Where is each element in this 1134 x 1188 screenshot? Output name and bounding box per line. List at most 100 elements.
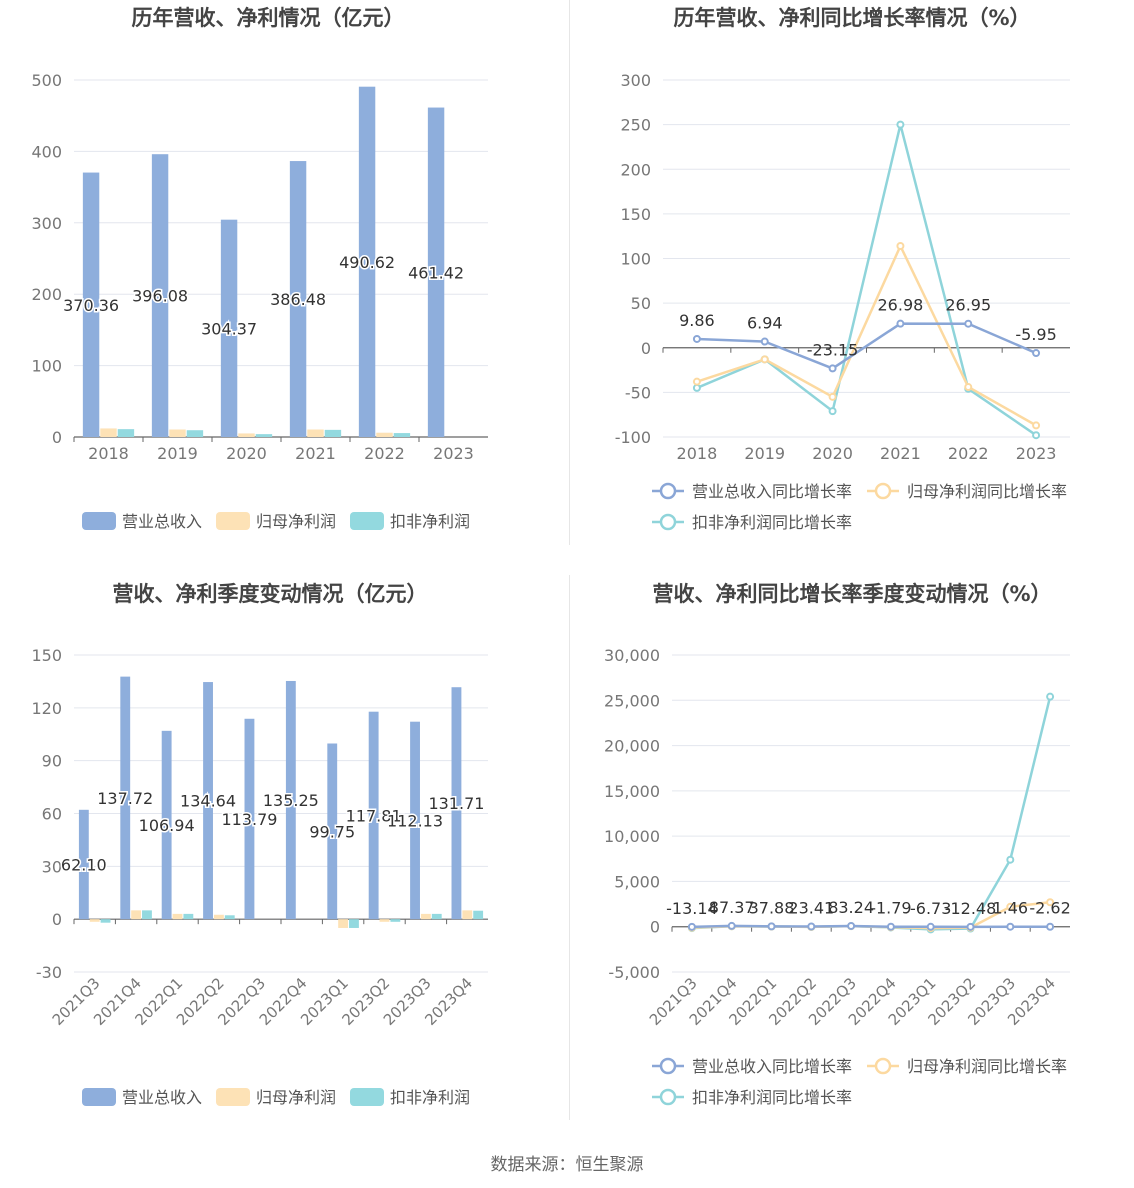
legend-label: 营业总收入同比增长率 bbox=[692, 482, 852, 501]
chart-title: 历年营收、净利情况（亿元） bbox=[132, 6, 405, 30]
y-tick-label: -100 bbox=[615, 428, 651, 447]
data-point bbox=[828, 364, 837, 373]
data-label: 37.88 bbox=[749, 898, 795, 917]
y-tick-label: 30 bbox=[42, 857, 62, 876]
y-tick-label: -5,000 bbox=[608, 963, 660, 982]
data-point bbox=[767, 922, 776, 931]
bar-revenue bbox=[410, 721, 420, 920]
y-tick-label: 150 bbox=[31, 646, 62, 665]
bar-revenue bbox=[289, 161, 307, 437]
series-line bbox=[696, 124, 1037, 437]
data-labels: 370.36 396.08 304.37 386.48 490.62 461.42 bbox=[62, 251, 466, 339]
data-label: 1.46 bbox=[992, 899, 1028, 918]
data-label: -1.79 bbox=[870, 899, 911, 918]
y-tick-label: 0 bbox=[641, 339, 651, 358]
legend-swatch bbox=[216, 1088, 250, 1106]
data-label: -6.73 bbox=[910, 899, 951, 918]
chart-title: 营收、净利同比增长率季度变动情况（%） bbox=[652, 582, 1051, 606]
data-point bbox=[807, 922, 816, 931]
legend-marker bbox=[659, 1088, 677, 1106]
data-point bbox=[886, 922, 895, 931]
bar-net-profit bbox=[376, 432, 393, 437]
x-tick-label: 2022 bbox=[364, 444, 405, 463]
bar-revenue bbox=[82, 172, 100, 437]
bar-net-profit bbox=[307, 429, 324, 437]
y-tick-label: 20,000 bbox=[604, 737, 660, 756]
bar-net-profit bbox=[420, 913, 431, 920]
data-label: 137.72 bbox=[97, 789, 153, 808]
bar-revenue bbox=[151, 154, 169, 437]
y-axis: -30 0 30 60 90 120 150 bbox=[31, 646, 62, 982]
y-tick-label: -30 bbox=[36, 963, 62, 982]
y-tick-label: 5,000 bbox=[614, 872, 660, 891]
y-tick-label: 50 bbox=[631, 294, 651, 313]
chart-grid bbox=[663, 79, 1070, 438]
y-tick-label: 300 bbox=[620, 71, 651, 90]
bar-deducted-profit bbox=[393, 433, 411, 437]
data-label: 117.81 bbox=[346, 806, 402, 825]
y-tick-label: 150 bbox=[620, 205, 651, 224]
data-label: 87.37 bbox=[709, 898, 755, 917]
bar-deducted-profit bbox=[473, 910, 484, 920]
y-axis: 0 100 200 300 400 500 bbox=[31, 71, 62, 447]
chart-legend[interactable]: 营业总收入 归母净利润 扣非净利润 bbox=[82, 512, 470, 531]
y-tick-label: 200 bbox=[620, 160, 651, 179]
data-label: -13.14 bbox=[666, 899, 718, 918]
bar-deducted-profit bbox=[324, 429, 342, 437]
legend-label: 归母净利润同比增长率 bbox=[907, 1057, 1067, 1076]
bar-deducted-profit bbox=[431, 913, 442, 920]
bar-revenue bbox=[451, 687, 462, 920]
y-tick-label: 100 bbox=[620, 250, 651, 269]
legend-swatch bbox=[82, 1088, 116, 1106]
bar-deducted-profit bbox=[224, 915, 235, 920]
legend-swatch bbox=[350, 512, 384, 530]
data-point bbox=[828, 392, 837, 401]
bar-revenue bbox=[427, 107, 445, 438]
data-point bbox=[1032, 431, 1041, 440]
legend-label: 归母净利润 bbox=[256, 512, 336, 531]
data-label: -5.95 bbox=[1015, 325, 1056, 344]
bar-net-profit bbox=[379, 919, 390, 922]
legend-label: 扣非净利润同比增长率 bbox=[692, 513, 852, 532]
data-label: 106.94 bbox=[139, 816, 195, 835]
x-tick-label: 2021 bbox=[880, 444, 921, 463]
bar-revenue bbox=[220, 219, 238, 437]
legend-marker bbox=[659, 482, 677, 500]
data-point bbox=[1046, 922, 1055, 931]
data-label: 396.08 bbox=[132, 287, 188, 306]
bar-net-profit bbox=[462, 910, 473, 920]
legend-label: 扣非净利润 bbox=[390, 1088, 470, 1107]
data-label: 9.86 bbox=[679, 311, 715, 330]
chart-legend[interactable]: 营业总收入 归母净利润 扣非净利润 bbox=[82, 1088, 470, 1107]
data-point bbox=[1046, 692, 1055, 701]
data-point bbox=[1006, 922, 1015, 931]
chart-marks bbox=[692, 120, 1041, 440]
bar-net-profit bbox=[100, 428, 117, 437]
bar-net-profit bbox=[131, 910, 142, 920]
data-point bbox=[964, 319, 973, 328]
data-label: -2.62 bbox=[1029, 899, 1070, 918]
quarterly-revenue-profit-chart: 营收、净利季度变动情况（亿元） -30 0 30 60 90 120 150 2021Q32… bbox=[31, 582, 488, 1107]
legend-label: 归母净利润同比增长率 bbox=[907, 482, 1067, 501]
legend-label: 营业总收入 bbox=[122, 512, 202, 531]
data-point bbox=[692, 383, 701, 392]
bar-net-profit bbox=[89, 919, 100, 922]
y-tick-label: 400 bbox=[31, 142, 62, 161]
data-point bbox=[1006, 855, 1015, 864]
data-label: 6.94 bbox=[747, 314, 783, 333]
x-tick-label: 2018 bbox=[677, 444, 718, 463]
bar-revenue bbox=[203, 682, 213, 920]
bar-net-profit bbox=[213, 914, 224, 920]
y-tick-label: 250 bbox=[620, 116, 651, 135]
legend-label: 营业总收入同比增长率 bbox=[692, 1057, 852, 1076]
y-tick-label: 0 bbox=[650, 918, 660, 937]
data-point bbox=[1046, 898, 1055, 907]
legend-marker bbox=[874, 1057, 892, 1075]
x-tick-label: 2020 bbox=[226, 444, 267, 463]
data-point bbox=[1006, 902, 1015, 911]
data-label: 370.36 bbox=[63, 296, 119, 315]
